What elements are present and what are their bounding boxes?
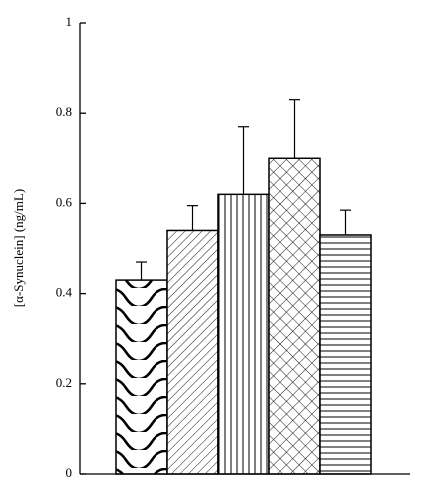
bar-3 — [217, 193, 270, 475]
bars — [115, 157, 372, 475]
y-tick-label: 0 — [66, 465, 73, 480]
bar-1 — [115, 279, 168, 475]
bar-2 — [166, 229, 219, 475]
y-tick-label: 0.6 — [56, 194, 73, 209]
error-bars — [136, 99, 351, 281]
y-tick-label: 0.2 — [56, 375, 72, 390]
bar-4 — [268, 157, 321, 475]
y-tick-label: 0.8 — [56, 104, 72, 119]
bar-5 — [319, 234, 372, 475]
y-axis-title: [α-Synuclein] (ng/mL) — [11, 189, 26, 307]
y-tick-label: 0.4 — [56, 285, 73, 300]
y-ticks: 0 0.2 0.4 0.6 0.8 1 — [56, 14, 86, 480]
y-tick-label: 1 — [66, 14, 73, 29]
y-axis: 0 0.2 0.4 0.6 0.8 1 — [56, 14, 86, 480]
